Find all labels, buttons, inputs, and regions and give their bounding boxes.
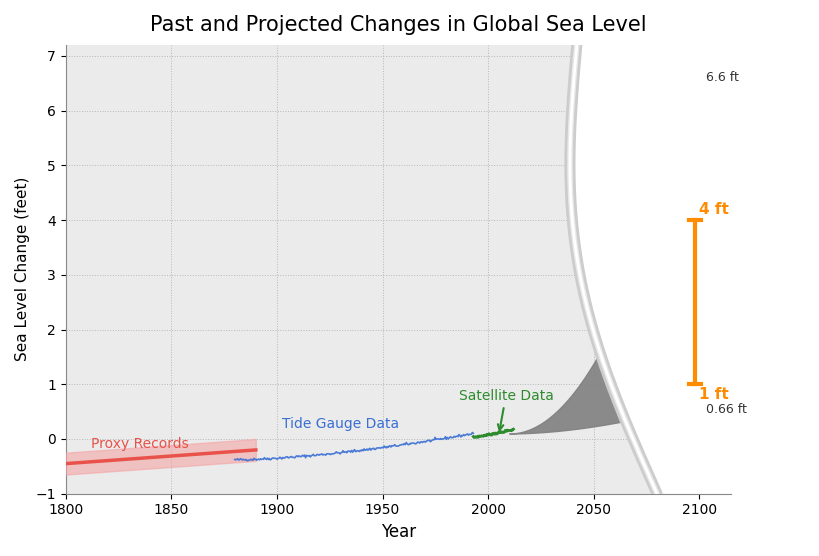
- Text: 0.66 ft: 0.66 ft: [704, 403, 745, 416]
- X-axis label: Year: Year: [380, 523, 415, 541]
- Text: 4 ft: 4 ft: [699, 202, 728, 217]
- Text: Proxy Records: Proxy Records: [91, 438, 188, 451]
- Text: 1 ft: 1 ft: [699, 387, 728, 402]
- Y-axis label: Sea Level Change (feet): Sea Level Change (feet): [15, 177, 30, 361]
- Title: Past and Projected Changes in Global Sea Level: Past and Projected Changes in Global Sea…: [150, 15, 646, 35]
- Polygon shape: [569, 45, 730, 494]
- Text: Tide Gauge Data: Tide Gauge Data: [282, 416, 398, 431]
- Text: Satellite Data: Satellite Data: [458, 389, 553, 430]
- Text: 6.6 ft: 6.6 ft: [704, 71, 738, 84]
